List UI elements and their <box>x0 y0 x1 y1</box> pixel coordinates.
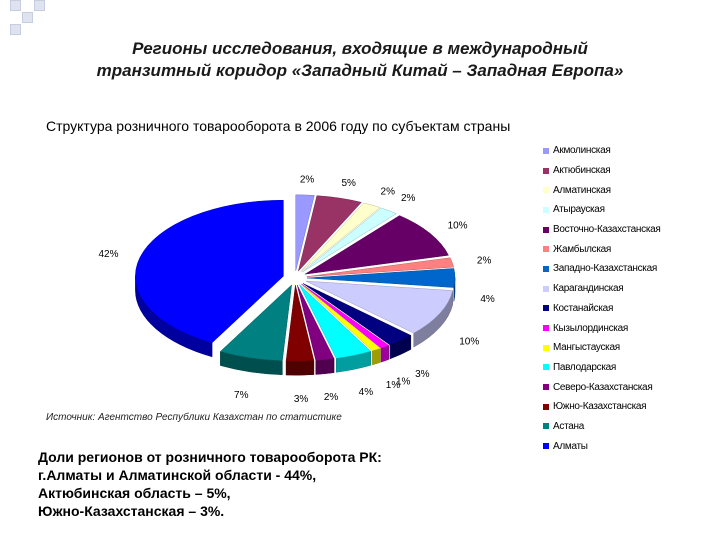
legend-swatch <box>543 246 549 253</box>
legend-item: Северо-Казахстанская <box>543 377 718 397</box>
data-label: 2% <box>401 193 416 204</box>
legend-item: Мангыстауская <box>543 338 718 358</box>
legend-label: Жамбылская <box>553 243 611 255</box>
legend-swatch <box>543 364 549 371</box>
legend-item: Южно-Казахстанская <box>543 397 718 417</box>
data-label: 3% <box>415 369 430 380</box>
legend-swatch <box>543 147 549 154</box>
legend-item: Западно-Казахстанская <box>543 259 718 279</box>
pie-slice-2 <box>298 195 362 272</box>
pie-slice-11 <box>300 284 381 352</box>
legend-item: Костанайская <box>543 299 718 319</box>
pie-slice-9 <box>302 283 412 346</box>
legend-label: Актюбинская <box>553 165 611 177</box>
legend-label: Карагандинская <box>553 283 624 295</box>
data-label: 2% <box>381 186 396 197</box>
legend-item: Акмолинская <box>543 141 718 161</box>
pie-slice-15 <box>219 284 292 362</box>
data-label: 1% <box>386 380 401 391</box>
legend-item: Актюбинская <box>543 161 718 181</box>
legend-label: Восточно-Казахстанская <box>553 224 661 236</box>
pie-slice-1 <box>295 194 315 271</box>
legend-swatch <box>543 265 549 272</box>
pie-slice-12 <box>299 284 372 359</box>
legend-swatch <box>543 423 549 430</box>
data-label: 10% <box>448 220 468 231</box>
legend-label: Южно-Казахстанская <box>553 401 647 413</box>
data-label: 7% <box>234 390 249 401</box>
summary-note: Доли регионов от розничного товарооборот… <box>38 448 382 520</box>
data-label: 5% <box>341 178 356 189</box>
summary-line: Доли регионов от розничного товарооборот… <box>38 449 382 465</box>
summary-line: Актюбинская область – 5%, <box>38 485 231 501</box>
pie-slice-7 <box>306 268 456 288</box>
data-label: 3% <box>294 394 309 405</box>
legend-item: Павлодарская <box>543 358 718 378</box>
pie-slice-8 <box>305 280 454 334</box>
slide-title-line2: транзитный коридор «Западный Китай – Зап… <box>96 61 624 80</box>
data-label: 2% <box>324 392 339 403</box>
data-label: 10% <box>459 337 479 348</box>
pie-slice-4 <box>301 207 397 273</box>
data-label: 4% <box>480 294 495 305</box>
legend-item: Карагандинская <box>543 279 718 299</box>
data-label: 1% <box>396 377 411 388</box>
legend-item: Алматы <box>543 436 718 456</box>
data-label: 4% <box>359 387 374 398</box>
legend-label: Алматинская <box>553 184 611 196</box>
legend-swatch <box>543 167 549 174</box>
legend-label: Акмолинская <box>553 145 611 157</box>
pie-slice-3 <box>300 202 381 272</box>
legend-item: Жамбылская <box>543 239 718 259</box>
legend-item: Астана <box>543 417 718 437</box>
chart-title: Структура розничного товарооборота в 200… <box>46 118 511 134</box>
legend-label: Астана <box>553 420 584 432</box>
chart-legend: Акмолинская Актюбинская Алматинская Атыраус… <box>543 141 718 456</box>
legend-label: Костанайская <box>553 302 614 314</box>
legend-label: Кызылординская <box>553 322 628 334</box>
legend-swatch <box>543 403 549 410</box>
legend-label: Мангыстауская <box>553 342 620 354</box>
slide-title-line1: Регионы исследования, входящие в междуна… <box>132 39 588 58</box>
legend-swatch <box>543 443 549 450</box>
summary-line: г.Алматы и Алматинской области - 44%, <box>38 467 317 483</box>
legend-label: Павлодарская <box>553 361 617 373</box>
legend-swatch <box>543 325 549 332</box>
pie-slice-5 <box>305 215 449 275</box>
slide-title: Регионы исследования, входящие в междуна… <box>30 38 690 82</box>
legend-label: Северо-Казахстанская <box>553 381 653 393</box>
legend-swatch <box>543 187 549 194</box>
pie-slice-14 <box>285 285 315 362</box>
pie-slice-6 <box>306 257 454 277</box>
corner-decoration <box>0 0 60 40</box>
legend-label: Атырауская <box>553 204 605 216</box>
pie-slice-10 <box>301 283 390 349</box>
legend-label: Алматы <box>553 440 588 452</box>
legend-swatch <box>543 384 549 391</box>
pie-slice-side <box>315 358 335 375</box>
legend-swatch <box>543 285 549 292</box>
legend-swatch <box>543 305 549 312</box>
legend-item: Восточно-Казахстанская <box>543 220 718 240</box>
legend-item: Кызылординская <box>543 318 718 338</box>
pie-slice-16 <box>135 199 284 344</box>
pie-chart: 2% 5% 2% 2% 10% 2% 4% 10% 3% 1%1% 4% 2% 3% 7% 42% <box>98 174 495 405</box>
legend-item: Атырауская <box>543 200 718 220</box>
pie-slice-side <box>372 348 381 366</box>
data-label: 2% <box>477 255 492 266</box>
legend-swatch <box>543 344 549 351</box>
data-label: 42% <box>98 249 118 260</box>
pie-slice-side <box>285 360 315 376</box>
pie-slice-13 <box>297 284 335 361</box>
data-label: 2% <box>300 174 315 185</box>
summary-line: Южно-Казахстанская – 3%. <box>38 503 225 519</box>
legend-swatch <box>543 206 549 213</box>
legend-swatch <box>543 226 549 233</box>
legend-item: Алматинская <box>543 180 718 200</box>
source-note: Источник: Агентство Республики Казахстан… <box>46 412 342 423</box>
legend-label: Западно-Казахстанская <box>553 263 657 275</box>
